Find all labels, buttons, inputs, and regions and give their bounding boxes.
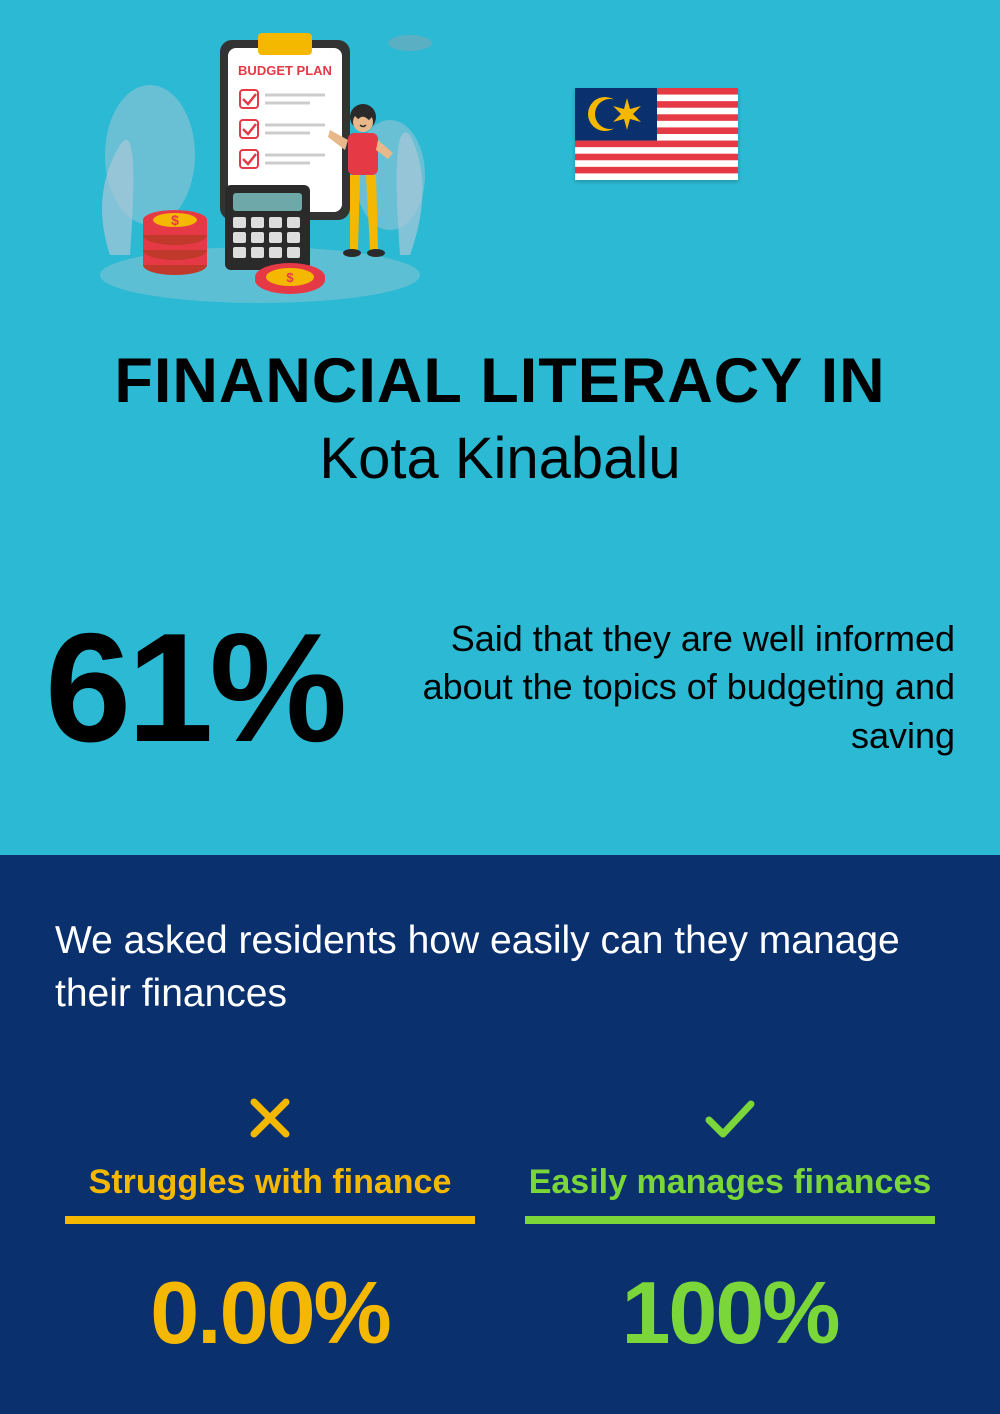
title-block: FINANCIAL LITERACY IN Kota Kinabalu	[0, 345, 1000, 492]
col-easily: Easily manages finances 100%	[525, 1090, 935, 1364]
title-line1: FINANCIAL LITERACY IN	[0, 345, 1000, 417]
main-stat-description: Said that they are well informed about t…	[383, 615, 955, 761]
svg-text:$: $	[171, 212, 179, 228]
col-struggles-value: 0.00%	[65, 1262, 475, 1364]
budget-plan-svg: BUDGET PLAN	[80, 25, 440, 305]
check-icon	[525, 1090, 935, 1145]
top-section: BUDGET PLAN	[0, 0, 1000, 855]
question-text: We asked residents how easily can they m…	[55, 915, 945, 1020]
main-stat-percentage: 61%	[45, 610, 343, 765]
bottom-section: We asked residents how easily can they m…	[0, 855, 1000, 1414]
clipboard-label: BUDGET PLAN	[238, 63, 332, 78]
svg-text:$: $	[286, 270, 294, 285]
main-stat-row: 61% Said that they are well informed abo…	[45, 610, 955, 765]
budget-illustration: BUDGET PLAN	[80, 25, 440, 305]
col-easily-value: 100%	[525, 1262, 935, 1364]
col-struggles-divider	[65, 1216, 475, 1224]
malaysia-flag	[575, 88, 738, 180]
col-struggles-label: Struggles with finance	[65, 1163, 475, 1202]
title-line2: Kota Kinabalu	[0, 425, 1000, 492]
col-easily-divider	[525, 1216, 935, 1224]
columns: Struggles with finance 0.00% Easily mana…	[55, 1090, 945, 1364]
col-struggles: Struggles with finance 0.00%	[65, 1090, 475, 1364]
col-easily-label: Easily manages finances	[525, 1163, 935, 1202]
x-icon	[65, 1090, 475, 1145]
